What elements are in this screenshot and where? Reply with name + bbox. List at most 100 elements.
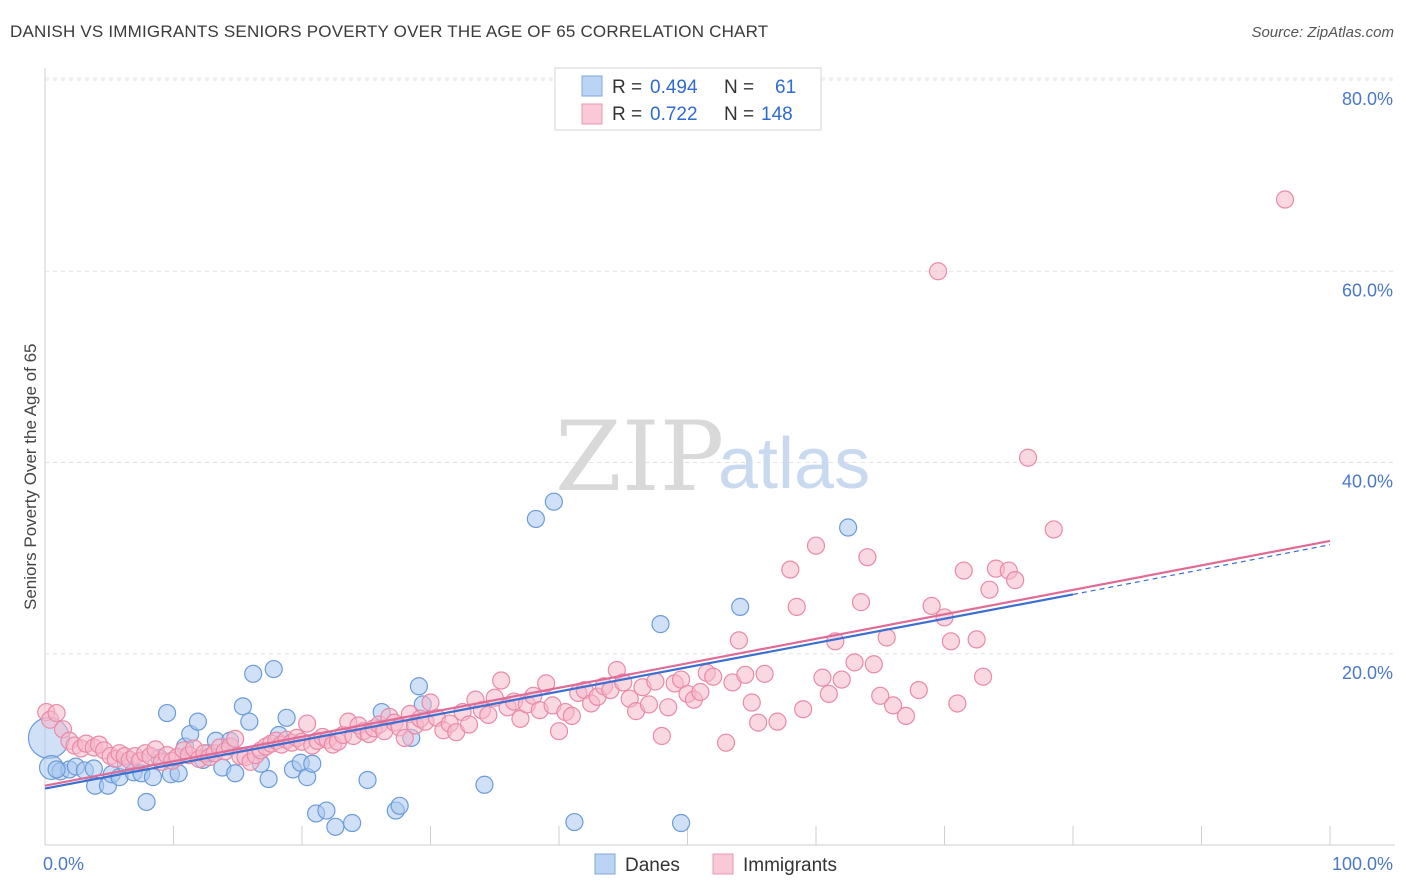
immigrants-point bbox=[909, 680, 928, 700]
danes-point bbox=[264, 659, 283, 679]
danes-point bbox=[565, 812, 584, 832]
x-tick-label: 0.0% bbox=[43, 854, 84, 874]
immigrants-point bbox=[742, 693, 761, 712]
y-tick-labels: 20.0% 40.0% 60.0% 80.0% bbox=[1342, 89, 1393, 683]
immigrants-point bbox=[704, 667, 723, 686]
immigrants-point bbox=[787, 597, 806, 616]
legend-swatch-danes bbox=[581, 75, 603, 97]
legend-swatch-immigrants bbox=[581, 103, 603, 125]
y-axis-label: Seniors Poverty Over the Age of 65 bbox=[21, 344, 40, 610]
y-tick-label: 60.0% bbox=[1342, 280, 1393, 300]
immigrants-point bbox=[562, 706, 581, 726]
danes-point bbox=[259, 769, 278, 789]
immigrants-point bbox=[851, 593, 871, 612]
legend-label-danes: Danes bbox=[625, 855, 680, 876]
legend-bottom: Danes Immigrants bbox=[594, 853, 837, 876]
immigrants-point bbox=[973, 667, 993, 686]
watermark-atlas: atlas bbox=[718, 424, 870, 504]
danes-point bbox=[358, 770, 377, 790]
danes-point bbox=[544, 492, 563, 511]
danes-point bbox=[317, 801, 336, 820]
immigrants-point bbox=[226, 729, 245, 748]
legend-r-value: 0.722 bbox=[650, 104, 698, 125]
immigrants-point bbox=[896, 706, 916, 726]
immigrants-point bbox=[922, 596, 941, 616]
danes-point bbox=[409, 677, 429, 696]
immigrants-point bbox=[736, 665, 755, 684]
immigrants-point bbox=[716, 733, 736, 752]
danes-point bbox=[390, 796, 409, 815]
immigrants-point bbox=[864, 655, 883, 674]
danes-point bbox=[137, 792, 156, 812]
immigrants-point bbox=[845, 653, 864, 672]
immigrants-point bbox=[941, 632, 961, 651]
danes-point bbox=[226, 764, 245, 783]
danes-point bbox=[157, 703, 177, 723]
danes-trend-line bbox=[44, 593, 1074, 790]
immigrants-point bbox=[691, 682, 710, 702]
x-tick-label: 100.0% bbox=[1332, 854, 1393, 874]
danes-point bbox=[526, 509, 545, 529]
legend-swatch-danes bbox=[594, 853, 616, 875]
danes-point bbox=[47, 760, 66, 779]
immigrants-point bbox=[967, 630, 986, 649]
legend-n-value: 61 bbox=[775, 77, 796, 98]
chart-title: DANISH VS IMMIGRANTS SENIORS POVERTY OVE… bbox=[10, 22, 769, 41]
immigrants-point bbox=[928, 262, 948, 281]
legend-r-label: R = bbox=[612, 104, 642, 125]
immigrants-point bbox=[794, 700, 813, 719]
immigrants-point bbox=[1275, 190, 1295, 209]
trend-lines bbox=[44, 539, 1331, 790]
immigrants-point bbox=[755, 664, 774, 683]
immigrants-point bbox=[537, 674, 556, 693]
immigrants-point bbox=[1018, 448, 1038, 467]
immigrants-point bbox=[832, 670, 851, 689]
immigrants-point bbox=[1044, 520, 1063, 539]
y-tick-label: 40.0% bbox=[1342, 472, 1393, 492]
danes-point bbox=[731, 597, 750, 616]
danes-point bbox=[143, 768, 163, 787]
legend-n-label: N = bbox=[724, 77, 754, 98]
immigrants-point bbox=[883, 696, 903, 715]
immigrants-point bbox=[395, 728, 414, 748]
immigrants-point bbox=[781, 560, 800, 579]
immigrants-point bbox=[819, 684, 838, 704]
data-points bbox=[27, 190, 1295, 836]
immigrants-point bbox=[47, 703, 66, 723]
immigrants-point bbox=[639, 695, 659, 714]
y-tick-label: 20.0% bbox=[1342, 663, 1393, 683]
danes-point bbox=[233, 697, 252, 716]
legend-r-label: R = bbox=[612, 77, 642, 98]
immigrants-point bbox=[459, 715, 479, 734]
danes-point bbox=[343, 813, 362, 833]
legend-n-value: 148 bbox=[761, 104, 793, 125]
danes-point bbox=[671, 813, 691, 833]
x-tick-labels: 0.0% 100.0% bbox=[43, 854, 1393, 874]
danes-point bbox=[326, 817, 345, 836]
immigrants-point bbox=[948, 694, 967, 713]
immigrants-point bbox=[749, 713, 768, 732]
immigrants-point bbox=[806, 536, 826, 555]
immigrants-point bbox=[492, 671, 511, 690]
legend-r-value: 0.494 bbox=[650, 77, 698, 98]
immigrants-point bbox=[729, 631, 749, 650]
danes-point bbox=[839, 518, 858, 537]
immigrants-point bbox=[871, 686, 890, 705]
danes-point bbox=[244, 664, 263, 683]
legend-top: R = 0.494 N = 61 R = 0.722 N = 148 bbox=[554, 67, 822, 131]
legend-label-immigrants: Immigrants bbox=[743, 855, 837, 876]
immigrants-point bbox=[813, 668, 832, 687]
immigrants-point bbox=[298, 714, 317, 733]
immigrants-point bbox=[768, 712, 787, 731]
immigrants-point bbox=[1006, 571, 1025, 590]
danes-trend-extension bbox=[1072, 544, 1331, 596]
immigrants-point bbox=[954, 561, 973, 580]
legend-swatch-immigrants bbox=[712, 853, 734, 875]
watermark-zip: ZIP bbox=[555, 401, 724, 513]
chart-source: Source: ZipAtlas.com bbox=[1251, 24, 1394, 41]
immigrants-point bbox=[980, 580, 999, 599]
immigrants-point bbox=[858, 548, 877, 567]
y-tick-label: 80.0% bbox=[1342, 89, 1393, 109]
danes-point bbox=[475, 775, 494, 794]
